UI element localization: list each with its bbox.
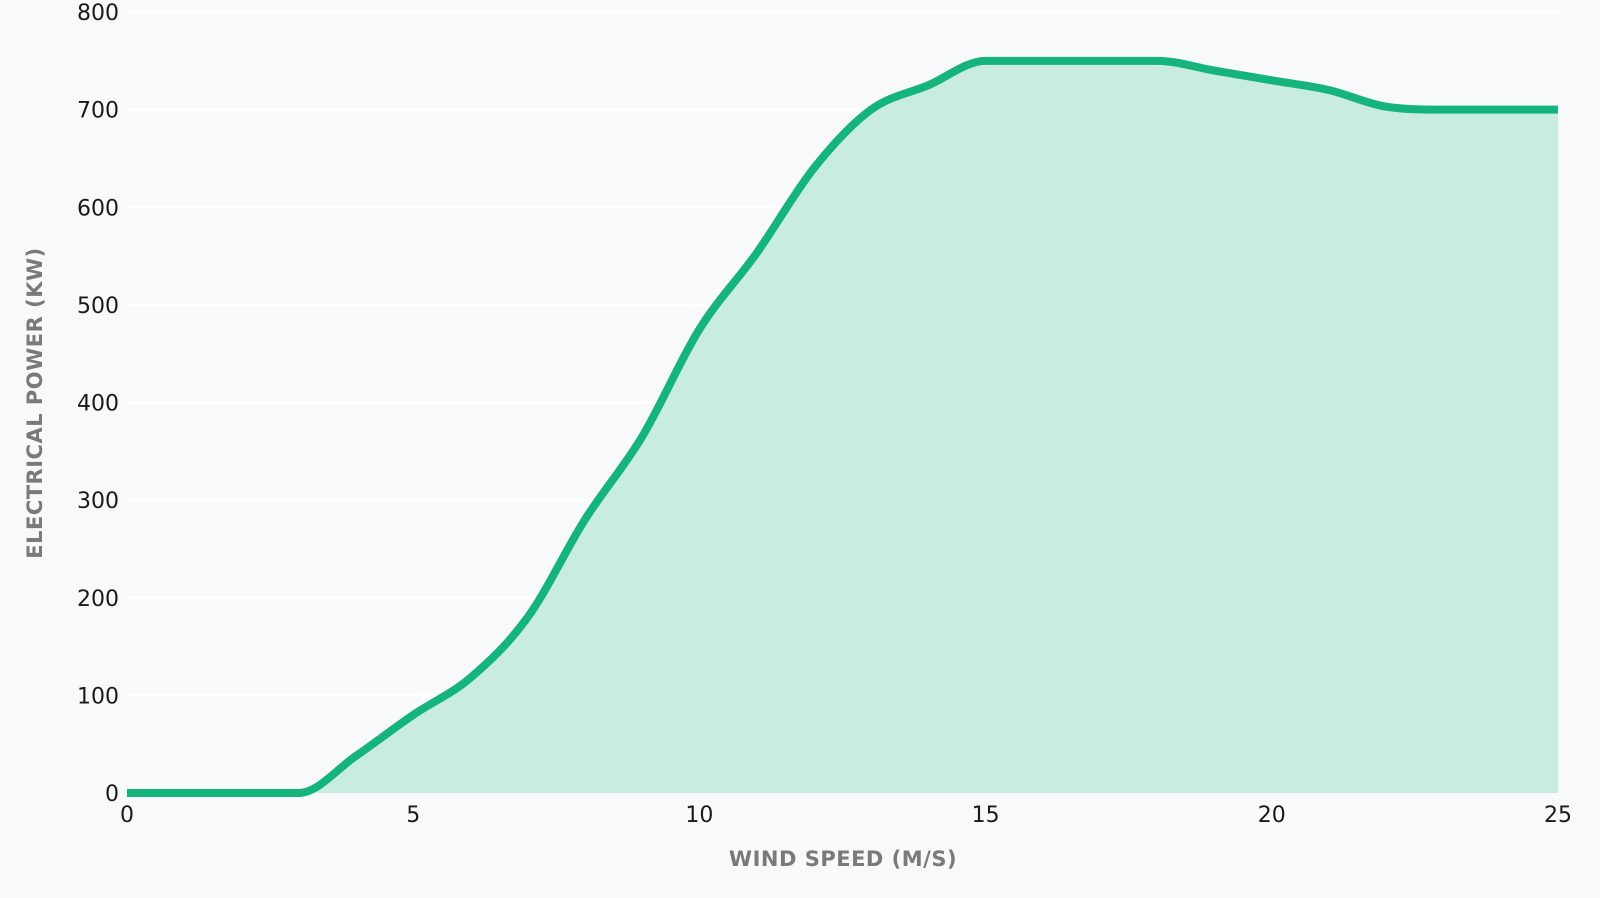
x-axis-title: WIND SPEED (M/S)	[729, 847, 957, 871]
power-area-fill	[127, 60, 1558, 793]
x-axis-ticks: 0 5 10 15 20 25	[120, 803, 1572, 828]
x-tick-label: 15	[972, 803, 1000, 828]
y-tick-label: 700	[77, 99, 119, 124]
x-tick-label: 0	[120, 803, 134, 828]
y-tick-label: 600	[77, 196, 119, 221]
area-layer	[127, 60, 1558, 793]
y-axis-title: ELECTRICAL POWER (KW)	[23, 247, 47, 559]
power-curve-line	[127, 56, 1558, 797]
y-tick-label: 400	[77, 392, 119, 417]
x-tick-label: 10	[685, 803, 713, 828]
y-tick-label: 800	[77, 1, 119, 26]
x-tick-label: 25	[1544, 803, 1572, 828]
y-tick-label: 200	[77, 587, 119, 612]
y-tick-label: 300	[77, 489, 119, 514]
y-axis-ticks: 0 100 200 300 400 500 600 700 800	[77, 1, 119, 807]
x-tick-label: 5	[406, 803, 420, 828]
y-tick-label: 0	[105, 782, 119, 807]
line-layer	[127, 56, 1558, 797]
x-tick-label: 20	[1258, 803, 1286, 828]
y-tick-label: 100	[77, 684, 119, 709]
y-tick-label: 500	[77, 294, 119, 319]
